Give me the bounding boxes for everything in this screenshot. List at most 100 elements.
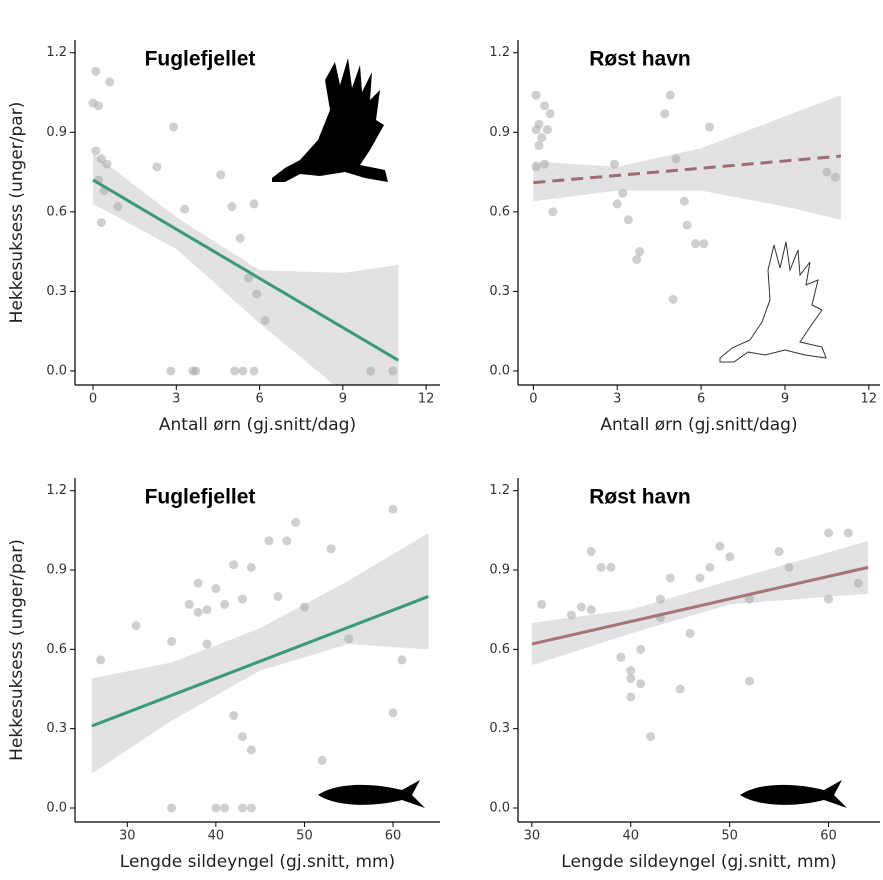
data-point [531, 162, 541, 172]
data-point [822, 167, 832, 177]
fit-line [533, 154, 841, 185]
data-point [824, 528, 834, 538]
x-tick-label: 3 [172, 392, 180, 407]
data-point [531, 125, 541, 135]
y-tick-label: 0.6 [46, 642, 67, 657]
data-point [202, 639, 212, 649]
data-point [606, 562, 616, 572]
x-tick-label: 6 [255, 392, 263, 407]
data-point [388, 504, 398, 514]
data-point [252, 289, 262, 299]
data-point [237, 732, 247, 742]
data-point [180, 204, 190, 214]
data-point [291, 517, 301, 527]
data-point [227, 202, 237, 212]
plot-area [88, 66, 400, 385]
data-point [635, 247, 645, 257]
data-point [655, 594, 665, 604]
data-point [691, 239, 701, 249]
y-tick-label: 1.2 [489, 45, 510, 60]
fish-silhouette [740, 780, 847, 808]
data-point [193, 607, 203, 617]
data-point [699, 239, 709, 249]
fish-silhouette [318, 780, 425, 808]
data-point [246, 745, 256, 755]
data-point [626, 665, 636, 675]
data-point [540, 101, 550, 111]
panel-title: Fuglefjellet [145, 48, 256, 71]
data-point [586, 605, 596, 615]
data-point [576, 602, 586, 612]
y-tick-label: 1.2 [46, 45, 67, 60]
data-point [774, 547, 784, 557]
data-point [632, 255, 642, 265]
x-tick-label: 0 [89, 392, 97, 407]
x-tick-label: 50 [721, 829, 738, 844]
data-point [249, 366, 259, 376]
panel-title: Røst havn [589, 48, 691, 71]
y-tick-label: 0.9 [489, 125, 510, 140]
x-tick-label: 60 [820, 829, 837, 844]
data-point [211, 584, 221, 594]
y-tick-label: 1.2 [489, 483, 510, 498]
data-point [725, 552, 735, 562]
data-point [671, 154, 681, 164]
data-point [166, 366, 176, 376]
data-point [744, 594, 754, 604]
y-tick-label: 0.6 [489, 642, 510, 657]
data-point [211, 803, 221, 813]
y-tick-label: 0.9 [46, 125, 67, 140]
data-point [220, 599, 230, 609]
y-tick-label: 0.9 [46, 563, 67, 578]
data-point [167, 803, 177, 813]
data-point [235, 233, 245, 243]
data-point [96, 655, 106, 665]
data-point [668, 294, 678, 304]
data-point [626, 692, 636, 702]
confidence-band [91, 532, 429, 774]
data-point [169, 122, 179, 132]
x-tick-label: 50 [296, 829, 313, 844]
plot-area [91, 504, 430, 813]
data-point [105, 77, 115, 87]
data-point [366, 366, 376, 376]
x-axis-label: Lengde sildeyngel (gj.snitt, mm) [561, 852, 836, 872]
data-point [229, 560, 239, 570]
panel-title: Fuglefjellet [145, 486, 256, 509]
x-tick-label: 0 [529, 392, 537, 407]
data-point [237, 803, 247, 813]
data-point [586, 547, 596, 557]
data-point [646, 732, 656, 742]
x-tick-label: 30 [119, 829, 136, 844]
data-point [744, 676, 754, 686]
data-point [243, 273, 253, 283]
data-point [704, 122, 714, 132]
data-point [609, 159, 619, 169]
data-point [282, 536, 292, 546]
y-tick-label: 0.3 [46, 721, 67, 736]
x-tick-label: 3 [613, 392, 621, 407]
x-axis-label: Antall ørn (gj.snitt/dag) [600, 415, 797, 435]
confidence-band [531, 540, 869, 666]
data-point [623, 215, 633, 225]
x-tick-label: 12 [861, 392, 878, 407]
data-point [545, 109, 555, 119]
data-point [264, 536, 274, 546]
x-axis-label: Antall ørn (gj.snitt/dag) [159, 415, 356, 435]
plot-area [531, 528, 869, 742]
x-tick-label: 30 [524, 829, 541, 844]
data-point [131, 621, 141, 631]
data-point [167, 636, 177, 646]
y-tick-label: 1.2 [46, 483, 67, 498]
data-point [184, 599, 194, 609]
data-point [191, 366, 201, 376]
data-point [273, 591, 283, 601]
x-axis-label: Lengde sildeyngel (gj.snitt, mm) [120, 852, 395, 872]
fit-line [531, 565, 869, 646]
data-point [531, 90, 541, 100]
data-point [229, 710, 239, 720]
data-point [249, 199, 259, 209]
x-tick-label: 60 [385, 829, 402, 844]
y-tick-label: 0.0 [489, 800, 510, 815]
